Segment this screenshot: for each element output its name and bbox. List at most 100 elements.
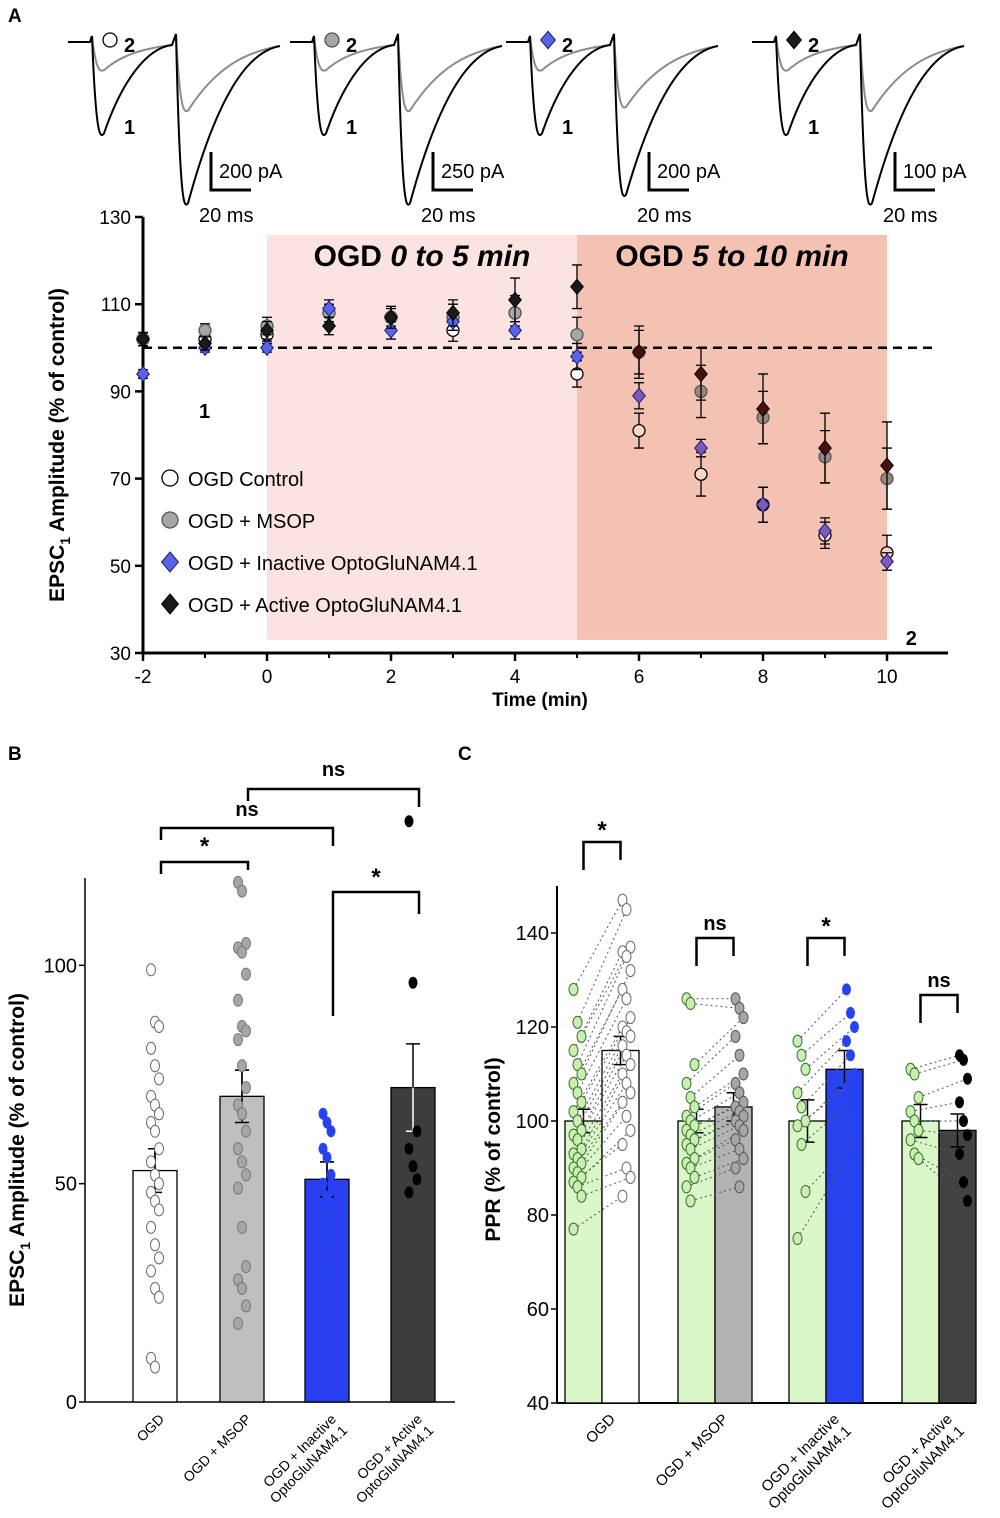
legend-marker-icon [160,593,180,615]
pair-line [577,1054,627,1141]
timepoint-annotation: 2 [906,628,917,650]
data-point [150,1360,160,1374]
ogd-point [846,1006,855,1019]
data-point [404,1142,414,1155]
ogd-point [846,1049,855,1062]
category-label-line: OGD + MSOP [180,1411,254,1485]
trace-control-1 [506,33,719,198]
panel-labels: A B C [8,6,472,765]
baseline-point [576,1189,587,1203]
ogd-region-label-2: OGD 5 to 10 min [615,240,848,273]
baseline-point [568,1044,579,1057]
pair-line [690,1148,740,1169]
trace-ogd-2 [506,33,719,109]
category-label: OGD + InactiveOptoGluNAM4.1 [255,1411,350,1506]
ogd-point [846,1096,855,1109]
significance-bracket [806,936,846,966]
data-point [237,1220,247,1234]
y-tick-label: 130 [99,208,131,229]
data-point [260,339,274,357]
ogd-shaded-region-2 [577,235,887,640]
baseline-bar [901,1120,940,1404]
ogd-point [963,1129,972,1142]
data-point [326,1168,336,1181]
significance-label: ns [703,913,726,935]
data-point [756,496,770,514]
data-point [241,967,251,981]
y-axis-label-sub: 1 [57,537,73,545]
scale-bar [893,152,935,192]
pair-line [690,1054,740,1098]
data-point [237,884,247,898]
baseline-point [576,1095,587,1109]
data-point [318,1234,328,1247]
y-tick-label: 80 [527,1205,549,1227]
trace-label-2: 2 [346,35,357,57]
pair-line [686,1106,736,1131]
data-point [446,304,460,322]
ogd-point [955,1147,964,1160]
scale-bar-x-label: 20 ms [199,205,253,227]
baseline-point [568,1222,579,1236]
significance-bracket [331,890,421,1016]
y-axis-label-rest: Amplitude (% of control) [6,993,29,1242]
data-point [150,1059,160,1073]
trace-legend-marker-icon [539,30,557,50]
pair-line [910,1054,960,1070]
trace-panel-1: 2 1 200 pA 20 ms [68,32,283,227]
category-label: OGD + InactiveOptoGluNAM4.1 [753,1411,855,1513]
significance-bracket [695,936,735,966]
data-point [880,553,894,570]
data-point [318,1107,328,1120]
scale-bar-y-label: 250 pA [441,161,505,183]
data-point [694,439,708,457]
data-point [237,1059,247,1073]
baseline-point [689,1058,700,1072]
scale-bar-x-label: 20 ms [637,205,691,227]
pair-line [690,1125,740,1150]
pair-line [805,1026,855,1070]
x-tick-label: -2 [135,667,152,688]
ogd-point [850,1133,859,1146]
trace-ogd-2 [752,33,965,113]
ogd-point [963,1194,972,1207]
category-label: OGD + ActiveOptoGluNAM4.1 [341,1411,436,1506]
baseline-point [576,1067,587,1081]
trace-ogd-2 [68,33,281,113]
y-tick-label: 0 [66,1392,77,1414]
scale-bar [209,152,251,192]
pair-line [573,899,623,990]
data-point [237,1107,247,1121]
data-point [146,1155,156,1169]
x-tick-label: 2 [386,667,397,688]
data-point [233,1181,243,1195]
data-point [198,323,212,338]
x-tick-label: 10 [876,667,897,688]
y-tick-label: 100 [44,955,77,977]
trace-control-1 [752,33,965,206]
error-bar [950,1113,965,1148]
data-point [154,1251,164,1265]
baseline-point [913,1152,924,1166]
y-tick-label: 70 [110,470,131,491]
data-point [408,1160,418,1173]
baseline-point [792,1034,803,1048]
data-point [154,1142,164,1156]
data-point [154,1072,164,1086]
trace-control-1 [68,33,281,206]
pair-line [918,1078,968,1098]
pair-line [801,1012,851,1056]
pair-line [801,1101,851,1145]
baseline-point [685,997,696,1010]
pair-line [573,1101,623,1169]
data-point [241,1024,251,1038]
y-axis-label-main: EPSC [46,545,69,602]
trace-label-2: 2 [808,35,819,57]
trace-control-1 [290,33,503,206]
pair-line [577,909,627,1023]
y-tick-label: 50 [55,1174,77,1196]
trace-panel-3: 2 1 200 pA 20 ms [506,30,721,227]
trace-legend-marker-icon [324,32,340,48]
